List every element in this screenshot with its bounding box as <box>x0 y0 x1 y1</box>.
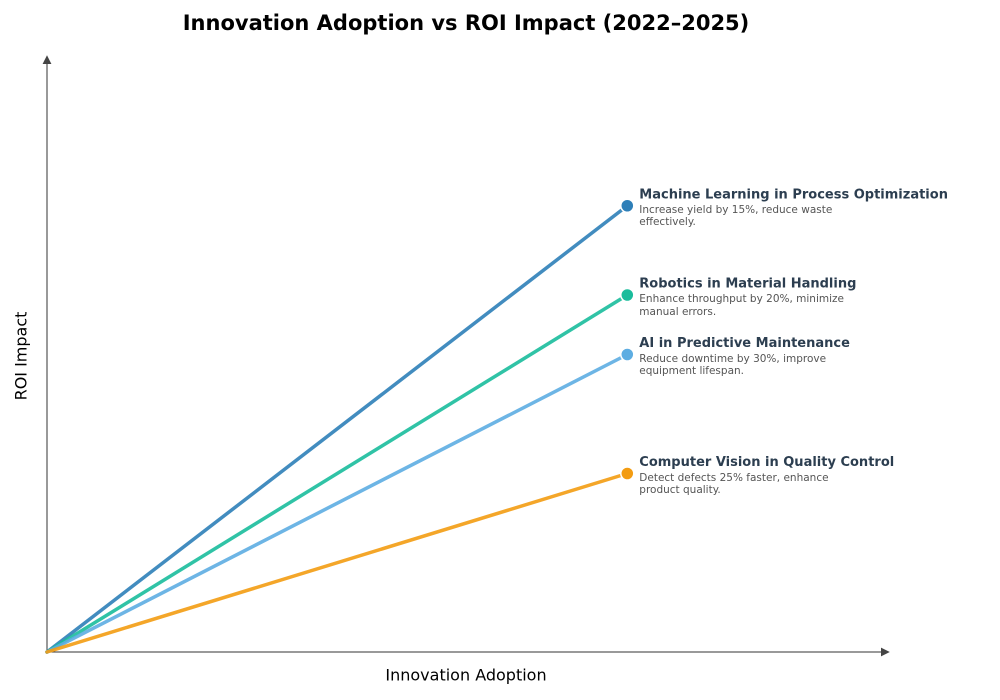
series-description-box: Reduce downtime by 30%, improve equipmen… <box>639 352 827 378</box>
x-axis-label: Innovation Adoption <box>385 666 546 685</box>
series-description-box: Increase yield by 15%, reduce waste effe… <box>639 203 833 229</box>
chart-title: Innovation Adoption vs ROI Impact (2022–… <box>183 11 750 35</box>
end-point <box>620 466 635 481</box>
end-point <box>620 198 635 213</box>
series-description: Enhance throughput by 20%, minimize manu… <box>639 293 844 318</box>
series-description: Reduce downtime by 30%, improve equipmen… <box>639 352 827 378</box>
series-description: Detect defects 25% faster, enhance produ… <box>639 471 829 497</box>
series-line <box>45 471 630 654</box>
series-name: Computer Vision in Quality Control <box>639 455 894 470</box>
y-axis-label: ROI Impact <box>12 312 31 401</box>
series-name: AI in Predictive Maintenance <box>639 336 850 351</box>
series-name: Robotics in Material Handling <box>639 277 856 292</box>
series-description-box: Detect defects 25% faster, enhance produ… <box>639 471 829 497</box>
series-line <box>45 352 630 654</box>
series-line <box>45 293 630 654</box>
series-description: Increase yield by 15%, reduce waste effe… <box>639 203 833 229</box>
end-point <box>620 287 635 303</box>
series-name: Machine Learning in Process Optimization <box>639 187 948 202</box>
series-description-box: Enhance throughput by 20%, minimize manu… <box>639 293 844 318</box>
series-line <box>45 204 630 654</box>
end-point <box>620 347 635 362</box>
